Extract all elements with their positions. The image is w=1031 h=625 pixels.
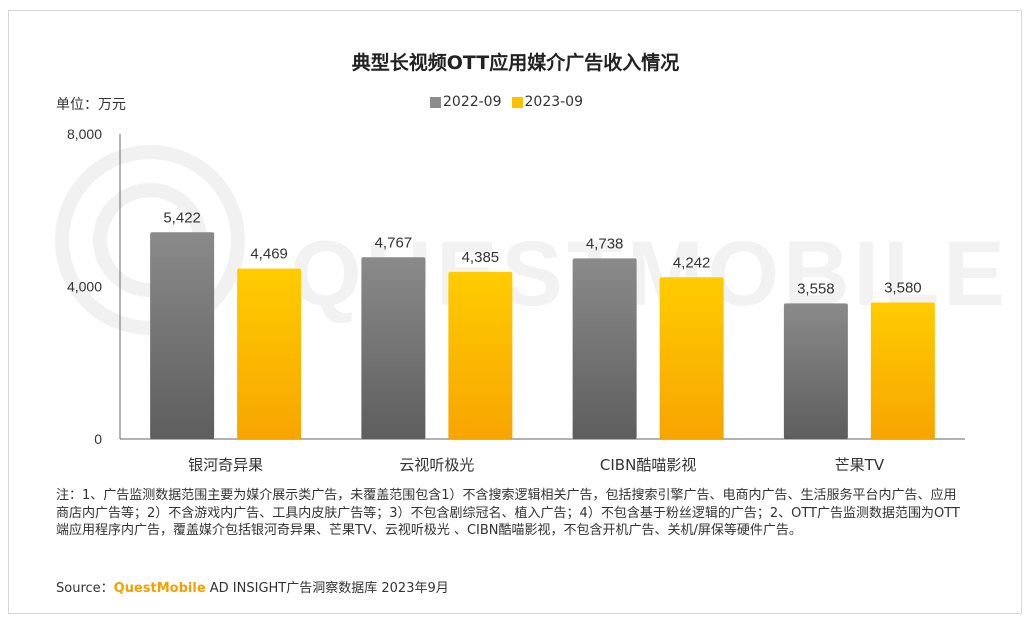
bar-2023-09-3 [870,302,935,439]
bar-value-label: 4,469 [250,246,288,263]
legend-item-2023: 2023-09 [511,94,584,110]
bar-2023-09-2 [659,277,724,439]
bar-value-label: 4,738 [586,235,624,252]
source-prefix: Source： [56,581,114,596]
bar-value-label: 3,558 [797,280,835,297]
legend-label-2022: 2022-09 [443,94,502,110]
y-tick-label: 4,000 [67,279,102,295]
y-tick-label: 0 [94,431,102,447]
bar-2023-09-1 [448,271,513,439]
bar-value-label: 4,767 [375,234,413,251]
source-brand: QuestMobile [113,581,206,596]
bar-2022-09-2 [572,258,637,439]
legend-swatch-2022 [430,96,441,108]
footnote: 注：1、广告监测数据范围主要为媒介展示类广告，未覆盖范围包含1）不含搜索逻辑相关… [56,488,960,538]
bar-value-label: 4,242 [673,254,711,271]
bar-value-label: 4,385 [462,249,500,266]
x-category-label: CIBN酷喵影视 [600,456,696,474]
source-line: Source：QuestMobile AD INSIGHT广告洞察数据库 202… [56,577,449,596]
legend: 2022-09 2023-09 [430,94,593,110]
bar-value-label: 5,422 [163,209,201,226]
legend-label-2023: 2023-09 [524,94,584,110]
source-suffix: AD INSIGHT广告洞察数据库 2023年9月 [205,581,449,596]
legend-swatch-2023 [511,96,523,108]
legend-item-2022: 2022-09 [430,94,502,110]
bar-value-label: 3,580 [884,280,922,297]
bar-2022-09-3 [783,303,848,439]
x-category-label: 银河奇异果 [188,456,263,474]
bar-2022-09-1 [361,257,426,439]
x-category-label: 芒果TV [835,456,885,474]
bar-2023-09-0 [237,268,302,439]
unit-label: 单位：万元 [56,97,126,113]
chart-title: 典型长视频OTT应用媒介广告收入情况 [351,52,680,74]
x-category-label: 云视听极光 [399,456,474,474]
y-tick-label: 8,000 [67,126,102,142]
bar-2022-09-0 [150,232,215,439]
